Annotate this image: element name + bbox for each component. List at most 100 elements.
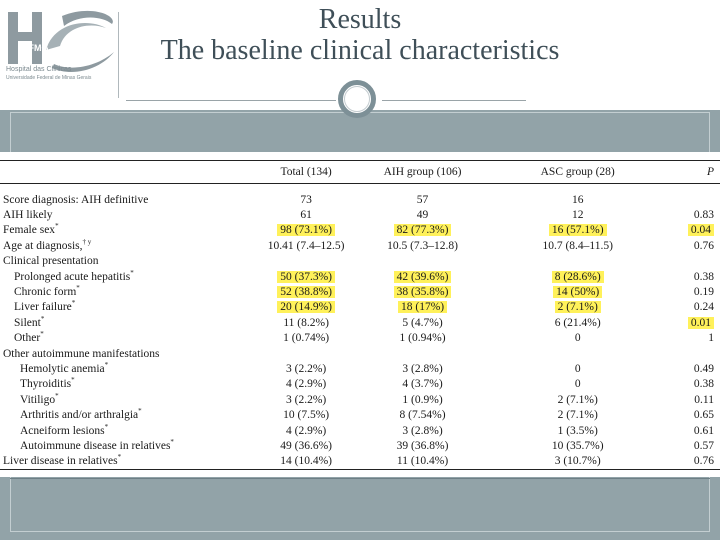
row-label-text: Prolonged acute hepatitis: [14, 270, 131, 283]
row-label: Arthritis and/or arthralgia*: [0, 407, 268, 422]
cell-asc-value: 0: [574, 362, 581, 375]
cell-total: 10 (7.5%): [268, 407, 345, 422]
cell-total: 14 (10.4%): [268, 454, 345, 470]
cell-p: 0.19: [655, 284, 720, 299]
cell-aih: 49: [344, 207, 500, 222]
table-row: Hemolytic anemia* 3 (2.2%) 3 (2.8%) 0 0.49: [0, 361, 720, 376]
row-label-text: Vitiligo: [20, 393, 56, 406]
baseline-table: Total (134) AIH group (106) ASC group (2…: [0, 160, 720, 470]
table-spacer: [0, 184, 720, 193]
cell-total-value: 10.41 (7.4–12.5): [267, 239, 345, 252]
row-label: Thyroiditis*: [0, 377, 268, 392]
cell-aih: 39 (36.8%): [344, 438, 500, 453]
cell-total: 20 (14.9%): [268, 300, 345, 315]
cell-total: 3 (2.2%): [268, 361, 345, 376]
cell-asc-value: 0: [574, 332, 581, 345]
cell-total-value: 49 (36.6%): [280, 439, 332, 452]
cell-asc: 8 (28.6%): [501, 269, 655, 284]
row-label: Silent*: [0, 315, 268, 330]
table-row: Arthritis and/or arthralgia* 10 (7.5%) 8 (…: [0, 407, 720, 422]
cell-total-value: 98 (73.1%): [277, 224, 335, 237]
row-label: Liver disease in relatives*: [0, 454, 268, 470]
row-footnote-mark: † y: [82, 238, 92, 247]
divider-right: [382, 100, 526, 101]
cell-p: 0.38: [655, 269, 720, 284]
table-row: Score diagnosis: AIH definitive 73 57 16: [0, 192, 720, 207]
cell-asc: 2 (7.1%): [501, 392, 655, 407]
row-label: Hemolytic anemia*: [0, 361, 268, 376]
cell-total-value: 10 (7.5%): [283, 409, 330, 422]
cell-asc: 10.7 (8.4–11.5): [501, 238, 655, 253]
cell-asc-value: 16: [571, 193, 584, 206]
cell-aih-value: 42 (39.6%): [393, 270, 452, 283]
header-frame-line: [118, 12, 119, 98]
cell-p: 0.65: [655, 407, 720, 422]
cell-total-value: 3 (2.2%): [286, 393, 327, 406]
cell-total: 61: [268, 207, 345, 222]
row-label-text: Silent: [14, 316, 41, 329]
cell-p-value: 0.01: [687, 316, 714, 329]
cell-total: 1 (0.74%): [268, 331, 345, 346]
cell-asc-value: 10.7 (8.4–11.5): [542, 239, 613, 252]
cell-p: 0.76: [655, 454, 720, 470]
header-total: Total (134): [280, 166, 332, 178]
row-label: AIH likely: [0, 207, 268, 222]
cell-p-value: 0.24: [693, 301, 714, 314]
row-label-text: Score diagnosis: AIH definitive: [3, 193, 149, 206]
cell-aih: 10.5 (7.3–12.8): [344, 238, 500, 253]
panel-bottom-line: [10, 478, 710, 479]
cell-aih-value: 10.5 (7.3–12.8): [387, 239, 458, 252]
table-row: Chronic form* 52 (38.8%) 38 (35.8%) 14 (50%…: [0, 284, 720, 299]
cell-asc-value: 14 (50%): [553, 286, 603, 299]
table-row: Thyroiditis* 4 (2.9%) 4 (3.7%) 0 0.38: [0, 377, 720, 392]
cell-asc: 2 (7.1%): [501, 300, 655, 315]
cell-aih: 3 (2.8%): [344, 361, 500, 376]
title-line-2: The baseline clinical characteristics: [160, 35, 560, 66]
cell-aih: 3 (2.8%): [344, 423, 500, 438]
cell-aih: 38 (35.8%): [344, 284, 500, 299]
table-row: Silent* 11 (8.2%) 5 (4.7%) 6 (21.4%) 0.01: [0, 315, 720, 330]
cell-p: 0.76: [655, 238, 720, 253]
cell-total: [268, 254, 345, 269]
cell-aih: 82 (77.3%): [344, 223, 500, 238]
row-label-text: Other: [14, 332, 41, 345]
cell-p-value: 0.65: [693, 409, 714, 422]
cell-aih-value: 49: [416, 209, 429, 222]
row-label-text: Other autoimmune manifestations: [3, 347, 160, 360]
cell-asc: 1 (3.5%): [501, 423, 655, 438]
logo-caption: UFMG Hospital das Clínicas Universidade …: [6, 44, 91, 82]
cell-total-value: 4 (2.9%): [286, 378, 327, 391]
table-row: Age at diagnosis,† y 10.41 (7.4–12.5) 10.5…: [0, 238, 720, 253]
cell-aih: 8 (7.54%): [344, 407, 500, 422]
row-label-text: Liver failure: [14, 301, 72, 314]
header-label: [0, 161, 268, 184]
table-row: Liver disease in relatives* 14 (10.4%) 11 …: [0, 454, 720, 470]
cell-asc-value: 10 (35.7%): [551, 439, 604, 452]
cell-p: 0.57: [655, 438, 720, 453]
cell-p-value: 0.38: [693, 378, 714, 391]
row-label-text: Chronic form: [14, 286, 77, 299]
cell-p: 0.61: [655, 423, 720, 438]
hospital-logo: [8, 10, 114, 73]
cell-total-value: 73: [300, 193, 312, 206]
cell-aih-value: 39 (36.8%): [396, 439, 449, 452]
cell-aih-value: 18 (17%): [397, 301, 448, 314]
row-footnote-mark: *: [40, 330, 44, 339]
cell-total-value: 11 (8.2%): [283, 316, 329, 329]
row-label-text: Thyroiditis: [20, 378, 72, 391]
header-p: P: [706, 166, 714, 178]
cell-total-value: 4 (2.9%): [286, 424, 327, 437]
cell-asc: [501, 254, 655, 269]
header-aih: AIH group (106): [383, 166, 462, 178]
cell-total: 11 (8.2%): [268, 315, 345, 330]
row-label: Chronic form*: [0, 284, 268, 299]
table-row: Other* 1 (0.74%) 1 (0.94%) 0 1: [0, 331, 720, 346]
cell-asc-value: 12: [571, 209, 584, 222]
table-header-row: Total (134) AIH group (106) ASC group (2…: [0, 160, 720, 184]
cell-asc: 0: [501, 377, 655, 392]
row-label: Autoimmune disease in relatives*: [0, 438, 268, 453]
cell-asc-value: 8 (28.6%): [551, 270, 604, 283]
cell-total-value: 3 (2.2%): [286, 362, 327, 375]
cell-aih-value: 57: [416, 193, 429, 206]
row-footnote-mark: *: [55, 391, 59, 400]
